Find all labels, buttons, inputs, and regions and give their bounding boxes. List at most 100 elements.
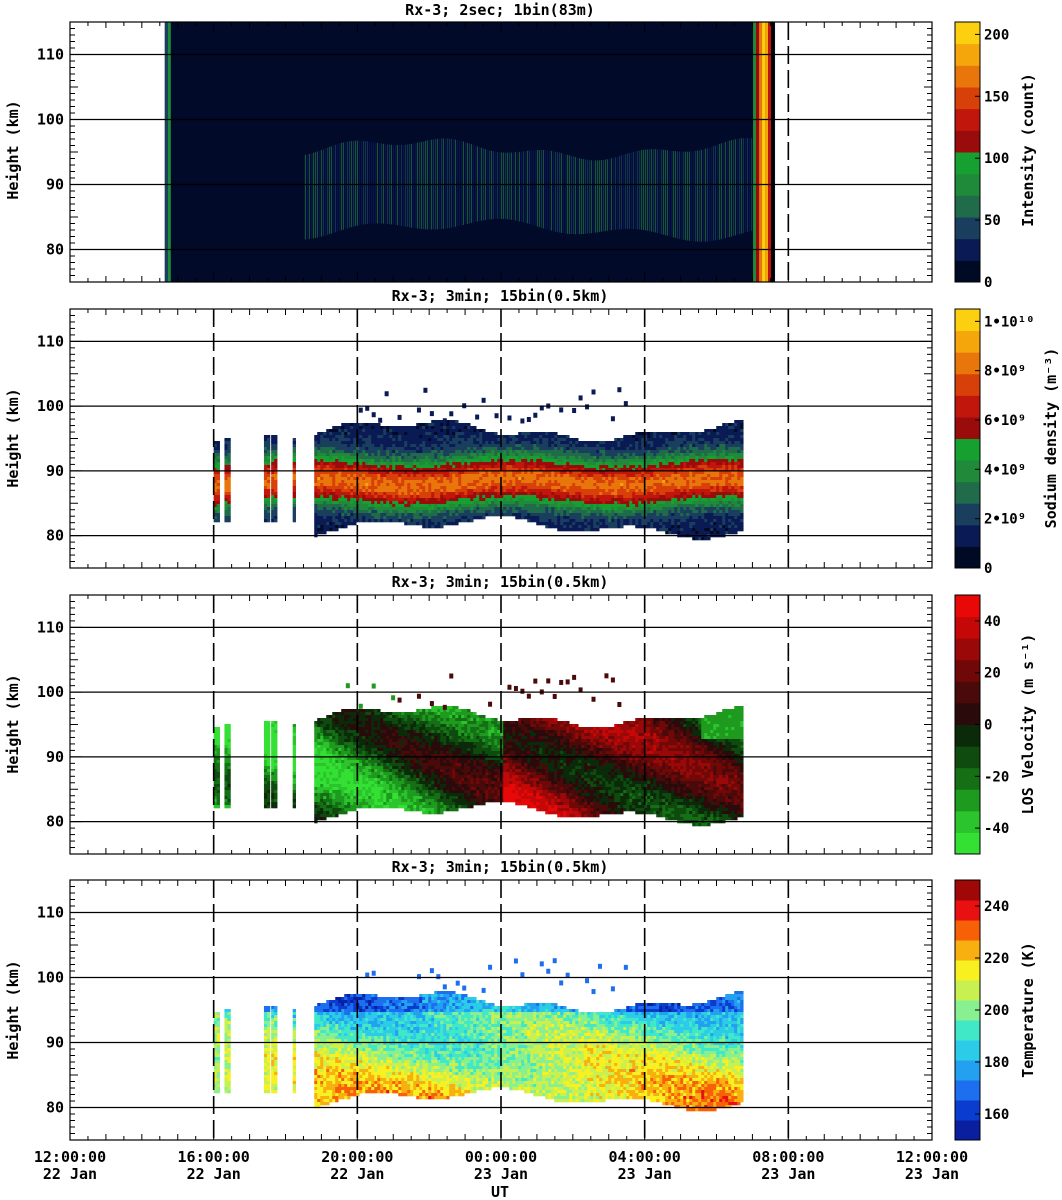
heatmap-cell — [274, 516, 278, 520]
heatmap-cell — [569, 525, 573, 529]
heatmap-cell — [404, 471, 408, 475]
heatmap-cell — [602, 453, 606, 457]
heatmap-cell — [539, 462, 543, 466]
heatmap-cell — [503, 450, 507, 454]
heatmap-cell — [680, 432, 684, 436]
heatmap-cell — [653, 453, 657, 457]
heatmap-cell — [419, 450, 423, 454]
heatmap-cell — [584, 441, 588, 445]
heatmap-cell — [524, 480, 528, 484]
heatmap-cell — [533, 486, 537, 490]
heatmap-cell — [698, 477, 702, 481]
heatmap-cell — [638, 453, 642, 457]
heatmap-cell — [503, 441, 507, 445]
heatmap-cell — [461, 516, 465, 520]
heatmap-cell — [713, 435, 717, 439]
heatmap-cell — [317, 480, 321, 484]
heatmap-cell — [590, 477, 594, 481]
heatmap-cell — [581, 519, 585, 523]
heatmap-cell — [683, 441, 687, 445]
heatmap-cell — [674, 465, 678, 469]
heatmap-cell — [383, 450, 387, 454]
heatmap-cell — [386, 471, 390, 475]
heatmap-cell — [437, 501, 441, 505]
heatmap-cell — [506, 462, 510, 466]
heatmap-cell — [425, 462, 429, 466]
heatmap-cell — [227, 453, 231, 457]
heatmap-cell — [353, 498, 357, 502]
heatmap-cell — [578, 483, 582, 487]
heatmap-cell — [377, 486, 381, 490]
heatmap-cell — [479, 489, 483, 493]
heatmap-cell — [323, 489, 327, 493]
heatmap-cell — [506, 504, 510, 508]
heatmap-cell — [425, 486, 429, 490]
heatmap-cell — [407, 483, 411, 487]
heatmap-cell — [602, 495, 606, 499]
heatmap-cell — [578, 516, 582, 520]
intensity-streak — [512, 152, 515, 221]
heatmap-cell — [266, 435, 271, 439]
heatmap-cell — [617, 471, 621, 475]
heatmap-cell — [320, 507, 324, 511]
heatmap-cell — [629, 513, 633, 517]
heatmap-cell — [416, 507, 420, 511]
heatmap-cell — [632, 462, 636, 466]
heatmap-cell — [389, 516, 393, 520]
heatmap-cell — [341, 456, 345, 460]
heatmap-cell — [461, 468, 465, 472]
heatmap-cell — [629, 492, 633, 496]
heatmap-cell — [428, 444, 432, 448]
heatmap-cell — [656, 447, 660, 451]
heatmap-cell — [542, 450, 546, 454]
heatmap-cell — [536, 474, 540, 478]
heatmap-cell — [341, 525, 345, 529]
heatmap-cell — [263, 519, 268, 523]
heatmap-cell — [274, 447, 278, 451]
heatmap-cell — [380, 441, 384, 445]
heatmap-cell — [545, 447, 549, 451]
heatmap-cell — [374, 423, 378, 427]
heatmap-cell — [488, 507, 492, 511]
heatmap-cell — [692, 438, 696, 442]
heatmap-cell — [407, 504, 411, 508]
intensity-streak — [690, 151, 693, 242]
heatmap-cell — [689, 462, 693, 466]
heatmap-cell — [590, 516, 594, 520]
heatmap-cell — [464, 495, 468, 499]
heatmap-cell — [500, 471, 504, 475]
heatmap-cell — [437, 483, 441, 487]
heatmap-cell — [347, 468, 351, 472]
heatmap-cell — [629, 480, 633, 484]
heatmap-cell — [461, 513, 465, 517]
heatmap-cell — [419, 522, 423, 526]
heatmap-cell — [710, 456, 714, 460]
heatmap-cell — [668, 480, 672, 484]
heatmap-cell — [437, 447, 441, 451]
heatmap-cell — [458, 504, 462, 508]
heatmap-cell — [389, 450, 393, 454]
heatmap-cell — [329, 519, 333, 523]
heatmap-cell — [653, 516, 657, 520]
heatmap-cell — [482, 477, 486, 481]
heatmap-cell — [440, 447, 444, 451]
heatmap-cell — [641, 456, 645, 460]
heatmap-cell — [671, 456, 675, 460]
heatmap-cell — [560, 438, 564, 442]
heatmap-cell — [413, 507, 417, 511]
heatmap-cell — [413, 495, 417, 499]
heatmap-cell — [590, 465, 594, 469]
heatmap-cell — [341, 459, 345, 463]
heatmap-cell — [602, 516, 606, 520]
heatmap-cell — [629, 486, 633, 490]
heatmap-cell — [689, 480, 693, 484]
heatmap-cell — [560, 486, 564, 490]
heatmap-cell — [335, 528, 339, 532]
heatmap-cell — [455, 456, 459, 460]
heatmap-cell — [266, 489, 271, 493]
heatmap-cell — [419, 459, 423, 463]
heatmap-cell — [527, 471, 531, 475]
heatmap-cell — [473, 435, 477, 439]
heatmap-cell — [572, 516, 576, 520]
heatmap-cell — [347, 492, 351, 496]
